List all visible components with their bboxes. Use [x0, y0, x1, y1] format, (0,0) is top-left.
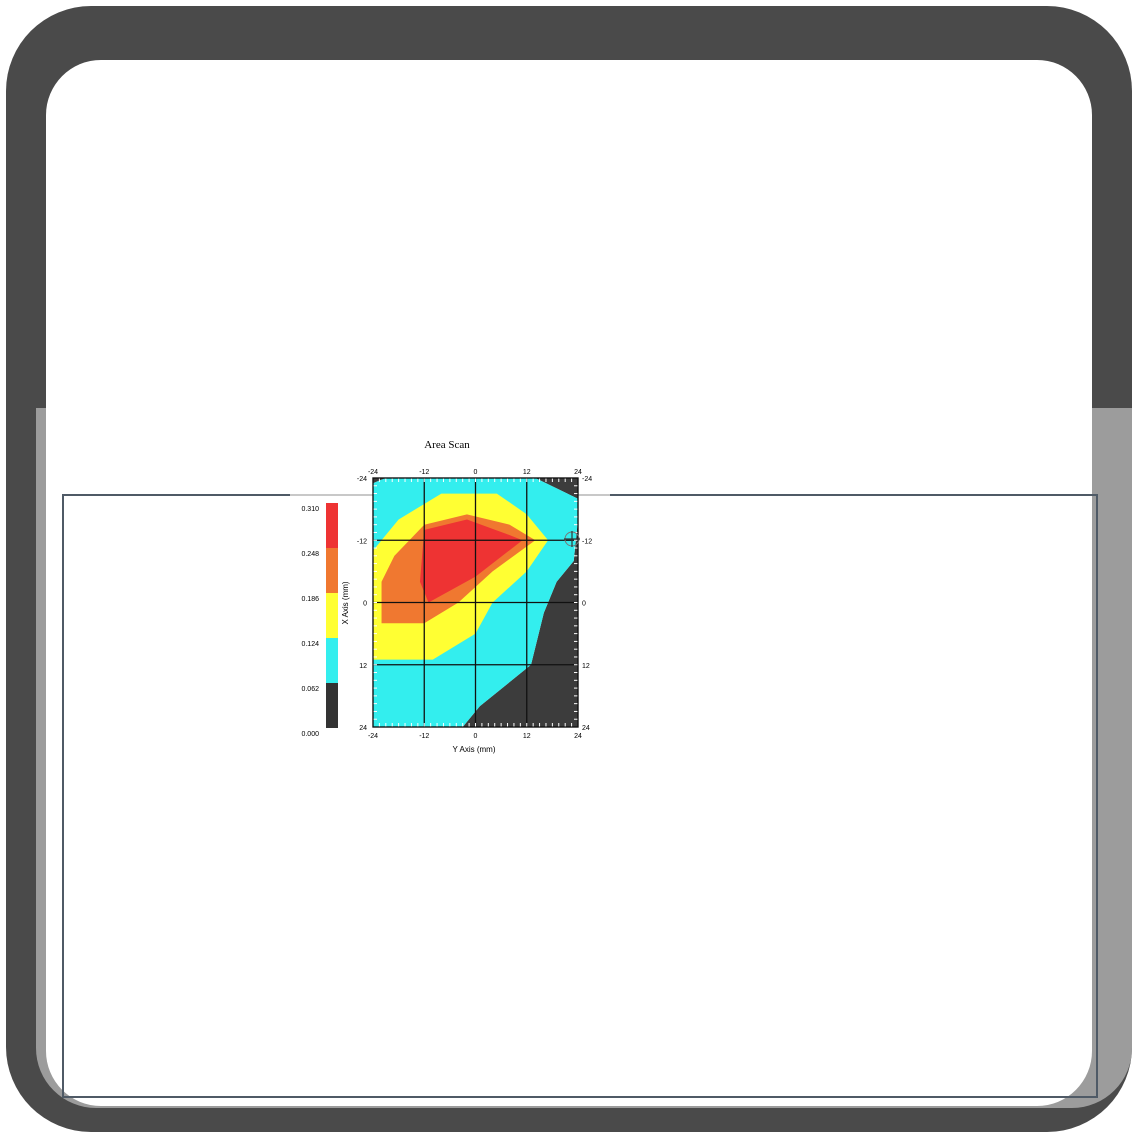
plot-frame	[372, 477, 579, 728]
chart-title: Area Scan	[424, 439, 470, 451]
colorbar-label-0: 0.310	[301, 506, 319, 513]
colorbar-segment-3	[326, 638, 338, 683]
x-tick-label-top-4: 24	[574, 469, 582, 476]
colorbar-segment-2	[326, 593, 338, 638]
contour-region-1	[535, 478, 578, 499]
colorbar-label-2: 0.186	[301, 596, 319, 603]
grid-lines	[373, 478, 578, 727]
x-tick-label-bottom-2: 0	[474, 733, 478, 740]
x-tick-label-top-0: -24	[368, 469, 378, 476]
colorbar-label-5: 0.000	[301, 731, 319, 738]
x-tick-label-bottom-1: -12	[419, 733, 429, 740]
y-tick-label-right-0: -24	[582, 476, 592, 483]
x-tick-label-bottom-3: 12	[523, 733, 531, 740]
colorbar-segment-0	[326, 503, 338, 548]
y-tick-label-left-0: -24	[357, 476, 367, 483]
y-tick-label-right-3: 12	[582, 663, 590, 670]
x-tick-label-top-3: 12	[523, 469, 531, 476]
x-tick-label-top-1: -12	[419, 469, 429, 476]
x-axis-label: Y Axis (mm)	[453, 745, 496, 754]
y-tick-label-left-4: 24	[359, 725, 367, 732]
colorbar-segment-1	[326, 548, 338, 593]
colorbar-segment-4	[326, 683, 338, 728]
y-tick-label-right-4: 24	[582, 725, 590, 732]
y-tick-label-left-1: -12	[357, 538, 367, 545]
x-tick-label-bottom-4: 24	[574, 733, 582, 740]
x-tick-label-top-2: 0	[474, 469, 478, 476]
plot-border-outline	[372, 477, 579, 728]
colorbar-label-3: 0.124	[301, 641, 319, 648]
y-tick-label-right-1: -12	[582, 538, 592, 545]
x-tick-label-bottom-0: -24	[368, 733, 378, 740]
colorbar-label-1: 0.248	[301, 551, 319, 558]
colorbar: 0.310 0.248 0.186 0.124 0.062 0.000	[301, 503, 338, 738]
crosshair-icon[interactable]	[564, 531, 580, 547]
y-tick-label-left-3: 12	[359, 663, 367, 670]
y-tick-label-right-2: 0	[582, 601, 586, 608]
y-tick-label-left-2: 0	[363, 601, 367, 608]
colorbar-label-4: 0.062	[301, 686, 319, 693]
y-axis-label: X Axis (mm)	[341, 581, 350, 624]
